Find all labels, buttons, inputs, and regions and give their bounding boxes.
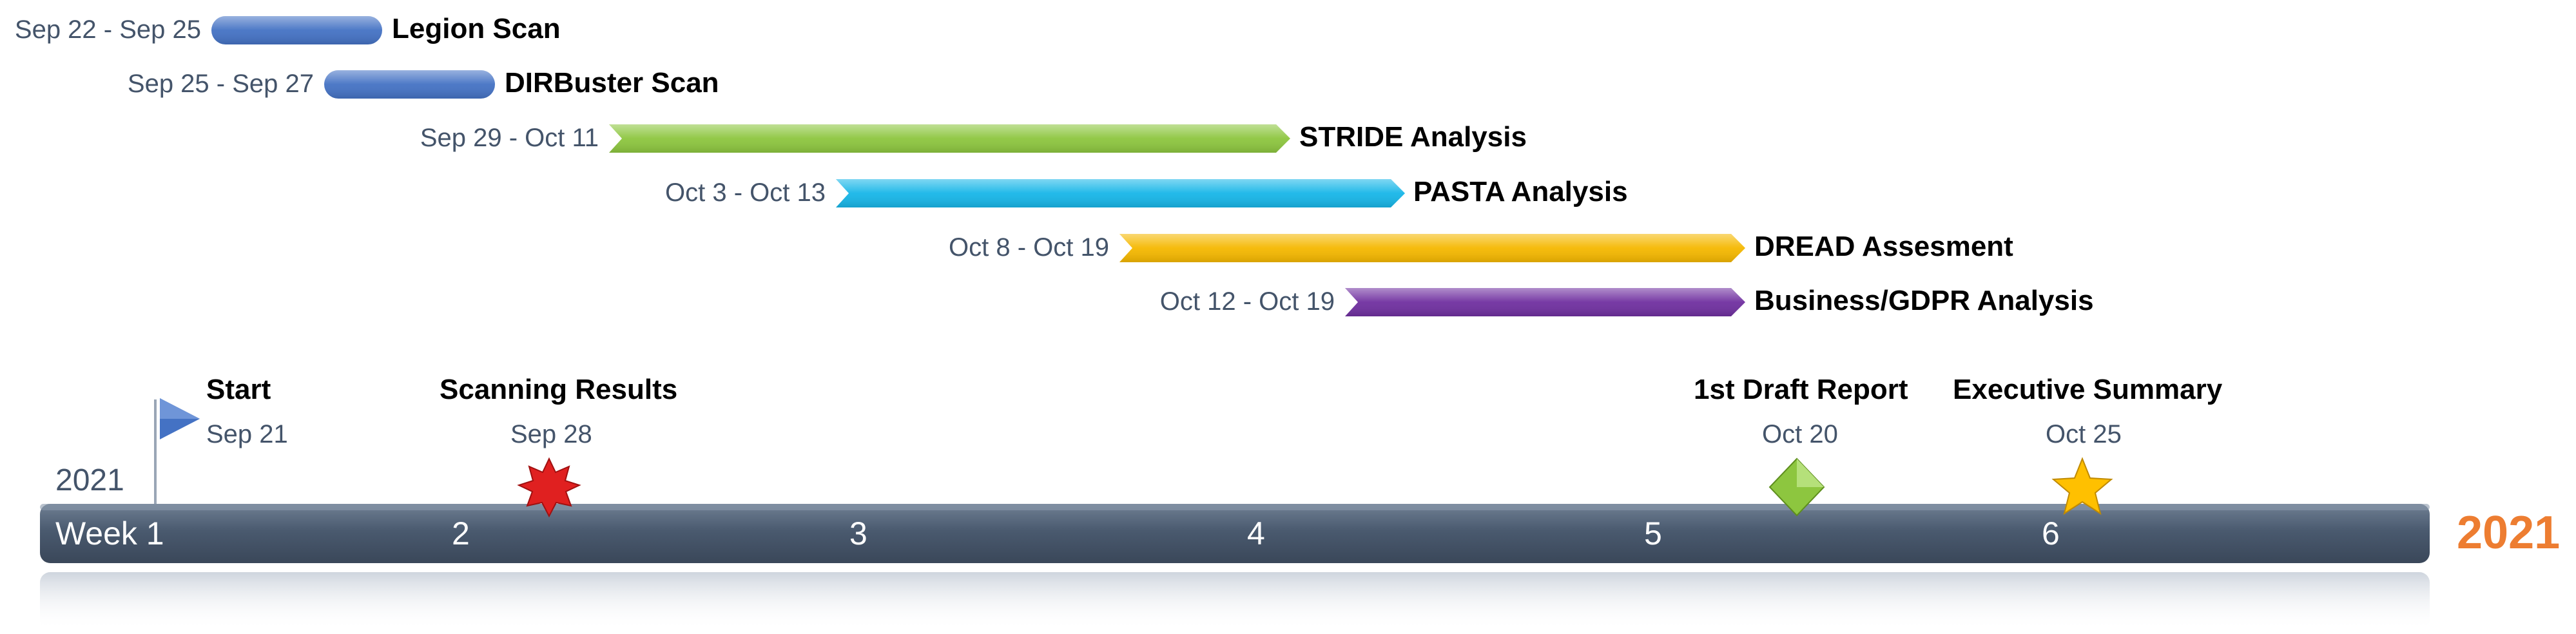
task-dates-stride-analysis: Sep 29 - Oct 11 — [420, 124, 599, 152]
task-bar-dread-assesment — [1119, 234, 1745, 262]
axis-reflection — [40, 572, 2430, 630]
year-label-left: 2021 — [55, 463, 124, 497]
task-dates-pasta-analysis: Oct 3 - Oct 13 — [665, 178, 826, 207]
year-label-right: 2021 — [2457, 507, 2561, 559]
diamond-icon — [1768, 457, 1825, 517]
milestone-date-1st-draft-report: Oct 20 — [1762, 420, 1838, 448]
task-bar-stride-analysis — [609, 124, 1290, 153]
task-dates-dirbuster-scan: Sep 25 - Sep 27 — [127, 70, 314, 98]
task-label-dirbuster-scan: DIRBuster Scan — [505, 67, 719, 99]
task-bar-legion-scan — [211, 16, 382, 44]
timeline-axis — [40, 504, 2430, 630]
milestone-label-scanning-results: Scanning Results — [440, 374, 678, 405]
week-label-1: Week 1 — [55, 515, 164, 552]
task-label-pasta-analysis: PASTA Analysis — [1413, 176, 1628, 207]
task-label-legion-scan: Legion Scan — [392, 13, 561, 44]
milestone-label-1st-draft-report: 1st Draft Report — [1694, 374, 1908, 405]
milestone-label-executive-summary: Executive Summary — [1953, 374, 2223, 405]
task-dates-business-gdpr-analysis: Oct 12 - Oct 19 — [1159, 287, 1335, 316]
week-label-6: 6 — [2042, 515, 2060, 552]
week-label-4: 4 — [1247, 515, 1265, 552]
task-label-business-gdpr-analysis: Business/GDPR Analysis — [1754, 285, 2094, 316]
milestone-date-start: Sep 21 — [206, 420, 288, 448]
week-label-3: 3 — [849, 515, 867, 552]
milestone-date-executive-summary: Oct 25 — [2046, 420, 2122, 448]
task-bar-dirbuster-scan — [324, 70, 495, 99]
task-label-stride-analysis: STRIDE Analysis — [1299, 121, 1527, 153]
starburst-icon — [517, 457, 581, 518]
task-bar-business-gdpr-analysis — [1345, 288, 1745, 316]
flag-icon — [154, 398, 200, 504]
task-bar-pasta-analysis — [836, 179, 1405, 207]
star-icon — [2051, 457, 2113, 515]
week-label-2: 2 — [452, 515, 470, 552]
week-label-5: 5 — [1644, 515, 1662, 552]
milestone-label-start: Start — [206, 374, 271, 405]
task-label-dread-assesment: DREAD Assesment — [1754, 231, 2013, 262]
task-dates-legion-scan: Sep 22 - Sep 25 — [14, 15, 201, 44]
task-dates-dread-assesment: Oct 8 - Oct 19 — [949, 233, 1109, 262]
milestone-date-scanning-results: Sep 28 — [510, 420, 592, 448]
